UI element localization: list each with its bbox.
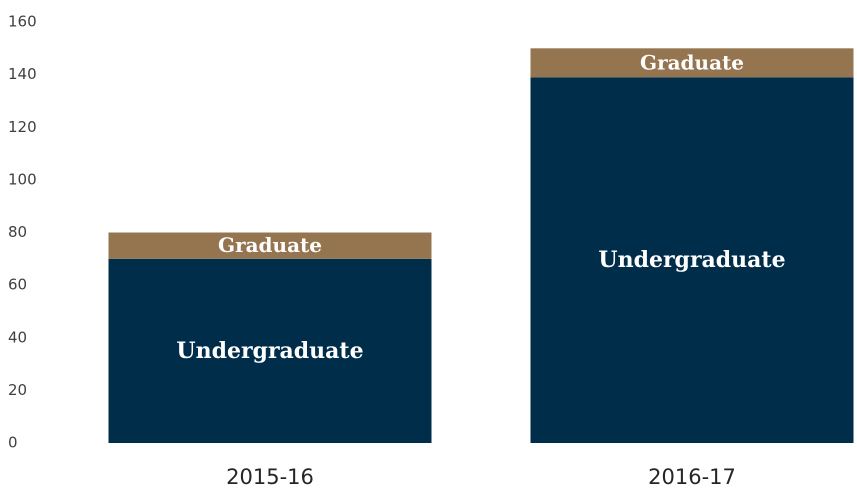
x-tick-label: 2016-17 bbox=[648, 465, 736, 489]
segment-label: Undergraduate bbox=[176, 338, 363, 364]
y-tick-label: 160 bbox=[8, 13, 37, 31]
bar-segment bbox=[108, 232, 432, 259]
bar-segment bbox=[108, 258, 432, 443]
y-tick-label: 140 bbox=[8, 65, 37, 83]
y-tick-label: 120 bbox=[8, 118, 37, 136]
segment-label: Graduate bbox=[640, 50, 744, 74]
y-tick-label: 40 bbox=[8, 328, 27, 346]
y-tick-label: 100 bbox=[8, 170, 37, 188]
segment-label: Undergraduate bbox=[598, 247, 785, 273]
y-tick-label: 0 bbox=[8, 434, 18, 452]
y-tick-label: 80 bbox=[8, 223, 27, 241]
y-tick-label: 60 bbox=[8, 276, 27, 294]
bar-segment bbox=[530, 48, 854, 78]
y-tick-label: 20 bbox=[8, 381, 27, 399]
segment-label: Graduate bbox=[218, 233, 322, 257]
x-tick-label: 2015-16 bbox=[226, 465, 314, 489]
bar-segment bbox=[530, 77, 854, 443]
